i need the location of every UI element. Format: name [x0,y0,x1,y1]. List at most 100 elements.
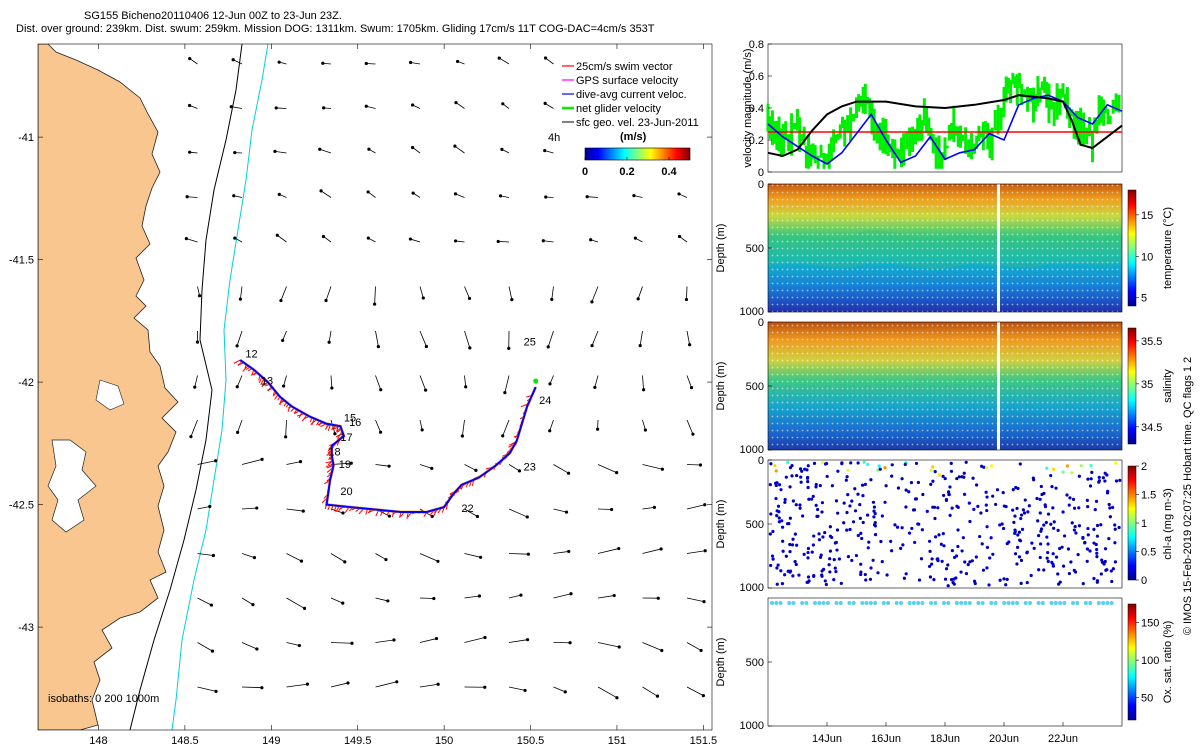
geo-velocity-arrow [464,553,481,558]
chla-point [974,555,978,559]
depth-tick-label: 1000 [740,582,764,594]
geo-velocity-arrowhead [612,593,616,598]
geo-velocity-arrowhead [698,463,703,467]
chla-point [779,569,783,573]
geo-velocity-arrowhead [497,56,501,60]
oxygen-surface-point [993,601,998,605]
map-legend: 25cm/s swim vector GPS surface velocity … [548,61,699,178]
chla-point [866,513,870,517]
chla-point [863,482,867,486]
chla-point [985,495,989,499]
geo-velocity-arrowhead [688,343,692,347]
geo-velocity-arrowhead [474,468,478,472]
map-xtick-label: 148 [89,735,107,747]
geo-velocity-arrowhead [496,239,500,244]
chla-point [817,532,821,536]
geo-velocity-arrowhead [742,504,745,507]
map-xtick-label: 149.5 [344,735,372,747]
chla-point [1066,547,1071,551]
chla-point [955,476,959,481]
chla-point [890,549,894,553]
chla-point [848,527,852,532]
depth-tick-label: 1000 [740,720,764,732]
chla-point [985,525,989,529]
chla-point [980,542,984,546]
geo-velocity-arrowhead [745,691,748,694]
oxygen-surface-point [1049,601,1054,605]
chla-point [1025,551,1029,555]
chla-point [868,577,873,581]
salinity-ylabel: Depth (m) [715,362,727,411]
geo-velocity-arrow [231,106,243,109]
chla-point [1043,505,1048,509]
chla-point [883,466,887,470]
geo-velocity-arrowhead [498,194,503,198]
geo-velocity-arrowhead [566,471,571,475]
chla-point [776,504,781,508]
chla-point [824,461,829,466]
chla-point [1005,541,1009,546]
salinity-colorbar-ticks: 34.5 35 35.5 [1136,336,1162,434]
chla-point [966,563,970,567]
chla-point [797,573,801,577]
chla-point [1013,528,1017,532]
geo-velocity-arrow [241,686,262,689]
chla-point [1067,503,1071,507]
chla-point [781,549,785,553]
depth-tick-label: 500 [746,243,764,255]
chla-point [1051,506,1055,510]
geo-velocity-arrowhead [523,688,527,693]
oxygen-surface-point [1062,601,1067,605]
chla-point [818,483,822,488]
geo-velocity-arrowhead [260,457,264,461]
chla-point [780,519,784,523]
geo-velocity-arrowhead [596,427,600,431]
chla-point [788,542,792,547]
chla-point [1011,508,1015,512]
chla-point [928,549,932,553]
geo-velocity-arrowhead [301,509,305,513]
depth-tick-label: 0 [758,317,764,329]
geo-velocity-arrowhead [721,148,724,151]
geo-velocity-arrowhead [652,505,657,509]
chla-point [848,504,852,508]
geo-velocity-arrowhead [251,603,255,607]
chla-point [914,461,919,466]
velocity-series [766,72,1123,169]
geo-velocity-arrowhead [701,694,705,698]
chla-point [790,474,794,478]
chla-point [863,572,867,577]
chla-point [859,572,863,577]
geo-velocity-arrow [642,506,655,510]
chla-point [798,503,802,507]
chla-point [989,536,993,540]
chla-point [927,564,932,569]
chla-point [788,549,792,554]
chla-point [1038,497,1042,501]
chla-point [768,482,772,487]
day-label: 16 [349,417,361,429]
chla-point [1101,476,1105,480]
chla-point [823,530,827,535]
geo-velocity-arrow [642,375,644,390]
cbar-tick-label: 10 [1141,251,1153,263]
geo-velocity-arrow [508,686,526,691]
chla-point [814,482,818,487]
chla-point [952,555,957,560]
oxygen-yticks: 500 1000 [740,657,772,732]
cbar-tick-label: 1.5 [1141,490,1156,502]
geo-velocity-arrowhead [305,682,310,686]
oxygen-surface-point [821,601,826,605]
chla-point [991,552,995,556]
date-tick-label: 20Jun [989,733,1019,745]
chla-point [1095,547,1099,552]
oxygen-colorbar [1127,603,1137,721]
geo-velocity-arrowhead [238,297,243,301]
chla-point [1099,572,1103,576]
geo-velocity-arrowhead [214,689,218,693]
chla-point [1013,514,1017,518]
geo-velocity-arrow [686,504,705,510]
chla-point [1018,462,1022,466]
geo-velocity-arrowhead [232,194,236,198]
chla-point [807,497,811,501]
